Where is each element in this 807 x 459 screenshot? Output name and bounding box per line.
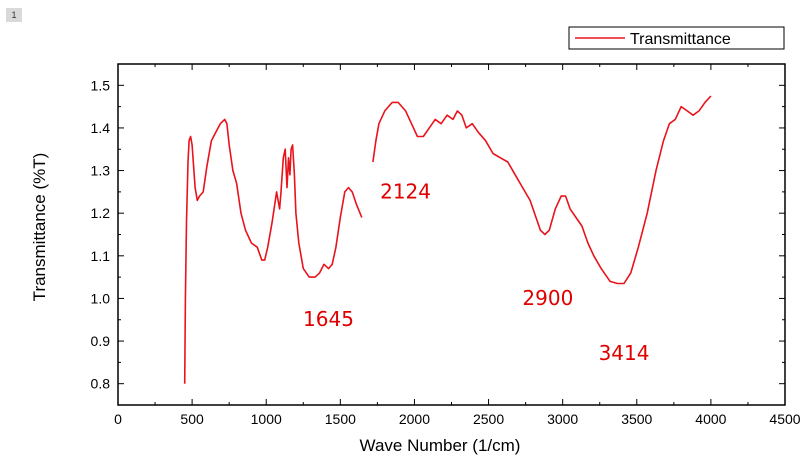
ticks-layer: 0 500 1000 1500 2000 2500 3000 3500 4000 4500 0.8 0…: [91, 64, 801, 427]
axes-layer: [117, 63, 786, 406]
y-tick-label: 1.4: [91, 120, 111, 136]
y-tick-label: 1.2: [91, 205, 111, 221]
y-tick-label: 0.8: [91, 376, 111, 392]
series-layer: [183, 95, 712, 384]
legend-box: [568, 26, 785, 50]
peak-annotation: 2124: [380, 179, 431, 203]
x-tick-label: 3500: [621, 411, 652, 427]
series-line-transmittance: [183, 118, 363, 384]
legend: Transmittance: [568, 26, 785, 50]
peak-annotation: 2900: [522, 286, 573, 310]
y-tick-label: 1.0: [91, 290, 111, 306]
x-axis-title: Wave Number (1/cm): [360, 436, 521, 455]
annotation-layer: 1645 2124 2900 3414: [303, 179, 649, 365]
y-axis-title: Transmittance (%T): [30, 153, 49, 302]
y-tick-label: 1.1: [91, 248, 111, 264]
x-tick-label: 4000: [695, 411, 726, 427]
y-tick-label: 1.5: [91, 77, 111, 93]
x-tick-label: 0: [114, 411, 122, 427]
y-tick-label: 1.3: [91, 163, 111, 179]
plot-frame: [117, 63, 786, 406]
x-tick-label: 500: [180, 411, 204, 427]
x-tick-label: 4500: [769, 411, 800, 427]
x-tick-label: 3000: [547, 411, 578, 427]
peak-annotation: 1645: [303, 307, 354, 331]
x-tick-label: 2500: [473, 411, 504, 427]
y-tick-label: 0.9: [91, 333, 111, 349]
x-tick-label: 1500: [325, 411, 356, 427]
series-line-transmittance: [372, 95, 712, 285]
legend-label: Transmittance: [630, 31, 731, 48]
peak-annotation: 3414: [599, 341, 650, 365]
x-tick-label: 2000: [399, 411, 430, 427]
page-number-badge: 1: [6, 8, 22, 22]
x-tick-label: 1000: [251, 411, 282, 427]
